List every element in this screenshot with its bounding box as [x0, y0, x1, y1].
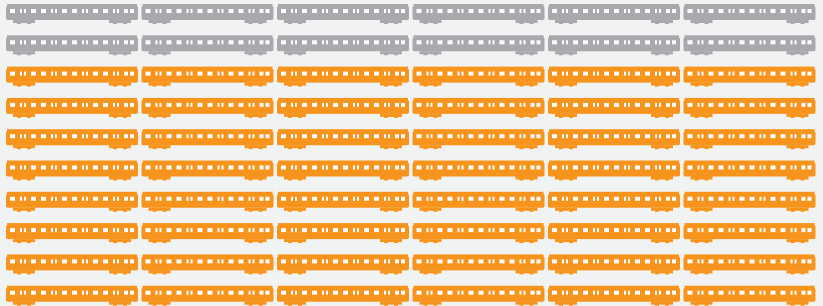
train-car — [684, 223, 816, 243]
page: (() => { const svg = document.getElement… — [0, 0, 823, 306]
train-car — [142, 98, 274, 118]
train-car — [6, 35, 138, 55]
train-row — [6, 286, 816, 306]
train-car — [6, 67, 138, 87]
train-car — [548, 286, 680, 306]
train-car — [142, 35, 274, 55]
train-car — [684, 161, 816, 181]
train-car — [413, 254, 545, 274]
train-row — [6, 98, 816, 118]
train-car — [277, 98, 409, 118]
train-car — [413, 67, 545, 87]
train-car — [548, 67, 680, 87]
train-row — [6, 4, 816, 24]
train-row — [6, 223, 816, 243]
train-row — [6, 192, 816, 212]
train-car — [142, 161, 274, 181]
train-car — [548, 254, 680, 274]
train-car — [6, 98, 138, 118]
train-car — [548, 192, 680, 212]
train-car — [548, 223, 680, 243]
train-car — [142, 129, 274, 149]
train-car — [413, 223, 545, 243]
train-car — [277, 67, 409, 87]
train-car — [277, 223, 409, 243]
train-car — [548, 4, 680, 24]
train-pictogram — [0, 0, 823, 306]
train-car — [6, 192, 138, 212]
train-car — [413, 35, 545, 55]
train-car — [6, 223, 138, 243]
train-row — [6, 67, 816, 87]
train-car — [277, 4, 409, 24]
train-car — [684, 67, 816, 87]
train-car — [548, 98, 680, 118]
train-car — [142, 4, 274, 24]
train-car — [142, 192, 274, 212]
train-car — [6, 161, 138, 181]
train-car — [413, 129, 545, 149]
train-car — [277, 192, 409, 212]
train-car — [142, 223, 274, 243]
train-car — [413, 192, 545, 212]
train-row — [6, 35, 816, 55]
train-car — [142, 286, 274, 306]
train-car — [413, 98, 545, 118]
train-car — [6, 254, 138, 274]
train-car — [548, 129, 680, 149]
train-car — [548, 35, 680, 55]
train-car — [6, 4, 138, 24]
train-car — [277, 286, 409, 306]
train-car — [277, 161, 409, 181]
train-car — [6, 286, 138, 306]
train-car — [684, 129, 816, 149]
train-car — [684, 254, 816, 274]
train-car — [277, 129, 409, 149]
train-car — [277, 35, 409, 55]
train-car — [413, 161, 545, 181]
train-car — [277, 254, 409, 274]
train-car — [413, 4, 545, 24]
train-car — [684, 4, 816, 24]
train-car — [684, 35, 816, 55]
train-row — [6, 161, 816, 181]
train-car — [413, 286, 545, 306]
train-car — [6, 129, 138, 149]
train-car — [684, 286, 816, 306]
train-row — [6, 129, 816, 149]
train-car — [684, 98, 816, 118]
train-car — [548, 161, 680, 181]
train-car — [142, 254, 274, 274]
train-car — [684, 192, 816, 212]
train-row — [6, 254, 816, 274]
train-car — [142, 67, 274, 87]
